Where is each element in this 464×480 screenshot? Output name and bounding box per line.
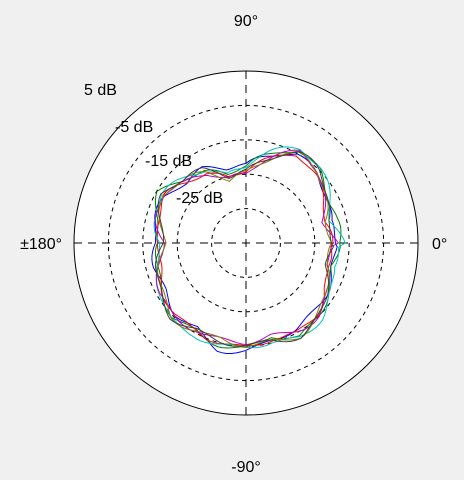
radial-tick-label: -15 dB [145, 153, 192, 170]
angle-tick-label: 0° [432, 236, 447, 253]
angle-tick-label: ±180° [20, 236, 62, 253]
radial-tick-label: 5 dB [84, 82, 117, 99]
series-layer [151, 146, 346, 354]
radial-tick-label: -5 dB [115, 119, 153, 136]
radial-tick-label: -25 dB [176, 190, 223, 207]
angle-tick-label: 90° [234, 13, 258, 30]
series-trace-4 [154, 149, 340, 346]
series-trace-6 [154, 150, 334, 347]
series-trace-2 [156, 154, 334, 347]
angle-tick-label: -90° [231, 459, 261, 476]
series-trace-0 [151, 153, 338, 354]
series-trace-3 [153, 146, 346, 349]
grid-ring-0 [211, 208, 281, 278]
labels-layer: -25 dB -15 dB -5 dB 5 dB 90° 0° -90° ±180° [20, 13, 447, 476]
